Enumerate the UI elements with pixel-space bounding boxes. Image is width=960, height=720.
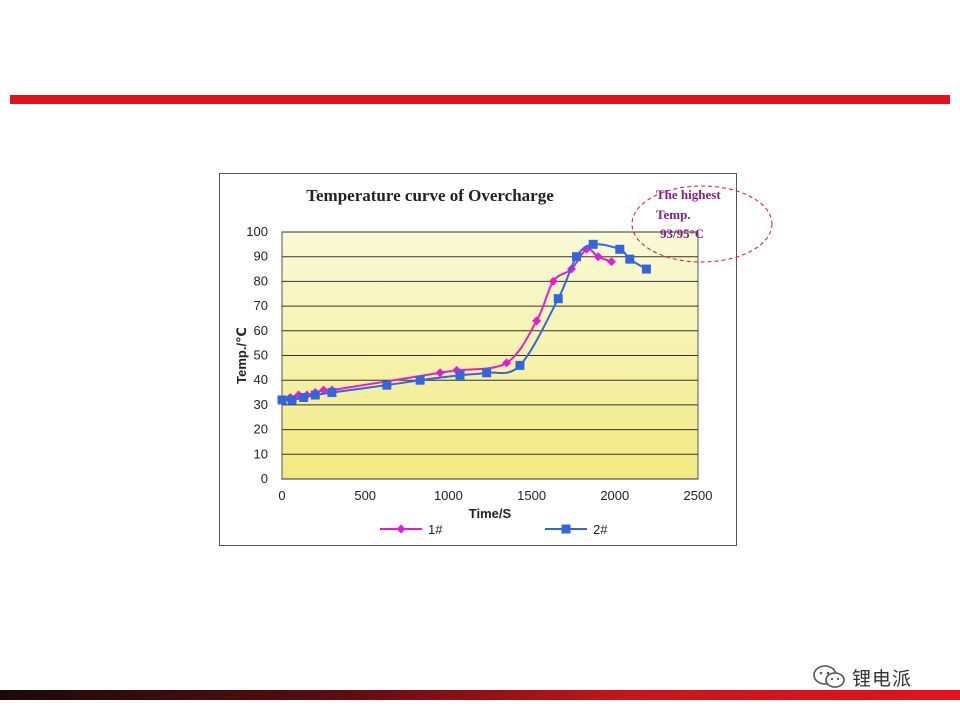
data-point bbox=[641, 264, 651, 274]
series-layer bbox=[277, 239, 651, 405]
y-tick-label: 60 bbox=[254, 323, 268, 338]
x-tick-label: 1500 bbox=[517, 488, 546, 503]
data-point bbox=[482, 368, 492, 378]
data-point bbox=[606, 257, 616, 267]
data-point bbox=[310, 390, 320, 400]
legend-marker bbox=[561, 524, 571, 534]
chart-panel: Temperature curve of Overcharge 0 10 20 30 4… bbox=[219, 173, 737, 546]
y-axis-ticks: 0 10 20 30 40 50 60 70 80 90 100 bbox=[246, 224, 268, 486]
data-point bbox=[277, 395, 287, 405]
y-tick-label: 90 bbox=[254, 249, 268, 264]
legend-item: 1# bbox=[380, 522, 443, 537]
data-point bbox=[502, 358, 512, 368]
data-point bbox=[625, 254, 635, 264]
y-tick-label: 40 bbox=[254, 372, 268, 387]
x-tick-label: 1000 bbox=[434, 488, 463, 503]
y-tick-label: 70 bbox=[254, 298, 268, 313]
legend-label: 2# bbox=[593, 522, 608, 537]
data-point bbox=[327, 388, 337, 398]
y-tick-label: 20 bbox=[254, 422, 268, 437]
y-tick-label: 0 bbox=[261, 471, 268, 486]
x-axis-label: Time/S bbox=[469, 506, 512, 521]
data-point bbox=[515, 360, 525, 370]
wechat-icon bbox=[813, 665, 845, 688]
y-tick-label: 30 bbox=[254, 397, 268, 412]
legend-label: 1# bbox=[428, 522, 443, 537]
y-tick-label: 10 bbox=[254, 446, 268, 461]
x-tick-label: 2500 bbox=[684, 488, 713, 503]
x-tick-label: 2000 bbox=[600, 488, 629, 503]
data-point bbox=[572, 252, 582, 262]
data-point bbox=[415, 375, 425, 385]
x-axis-ticks: 0 500 1000 1500 2000 2500 bbox=[278, 488, 712, 503]
y-tick-label: 100 bbox=[246, 224, 268, 239]
watermark-text: 锂电派 bbox=[852, 667, 913, 690]
temperature-chart: Temperature curve of Overcharge 0 10 20 30 4… bbox=[234, 186, 712, 537]
y-tick-label: 50 bbox=[254, 348, 268, 363]
data-point bbox=[455, 370, 465, 380]
data-point bbox=[532, 316, 542, 326]
legend-marker bbox=[396, 524, 406, 534]
data-point bbox=[548, 276, 558, 286]
grid-lines bbox=[282, 231, 698, 480]
data-point bbox=[287, 395, 297, 405]
data-point bbox=[435, 368, 445, 378]
chart-legend: 1# 2# bbox=[380, 522, 608, 537]
data-point bbox=[588, 239, 598, 249]
watermark: 锂电派 bbox=[812, 664, 912, 690]
bottom-gradient-bar bbox=[0, 690, 960, 700]
chart-title: Temperature curve of Overcharge bbox=[306, 186, 554, 205]
y-axis-label: Temp./℃ bbox=[234, 327, 249, 384]
data-point bbox=[593, 252, 603, 262]
series-2 bbox=[277, 239, 651, 405]
y-tick-label: 80 bbox=[254, 273, 268, 288]
data-point bbox=[615, 244, 625, 254]
data-point bbox=[382, 380, 392, 390]
series-line bbox=[281, 243, 647, 402]
legend-item: 2# bbox=[545, 522, 608, 537]
data-point bbox=[299, 392, 309, 402]
x-tick-label: 500 bbox=[354, 488, 376, 503]
data-point bbox=[553, 294, 563, 304]
top-red-bar bbox=[10, 95, 950, 104]
x-tick-label: 0 bbox=[278, 488, 285, 503]
data-point bbox=[319, 385, 329, 395]
